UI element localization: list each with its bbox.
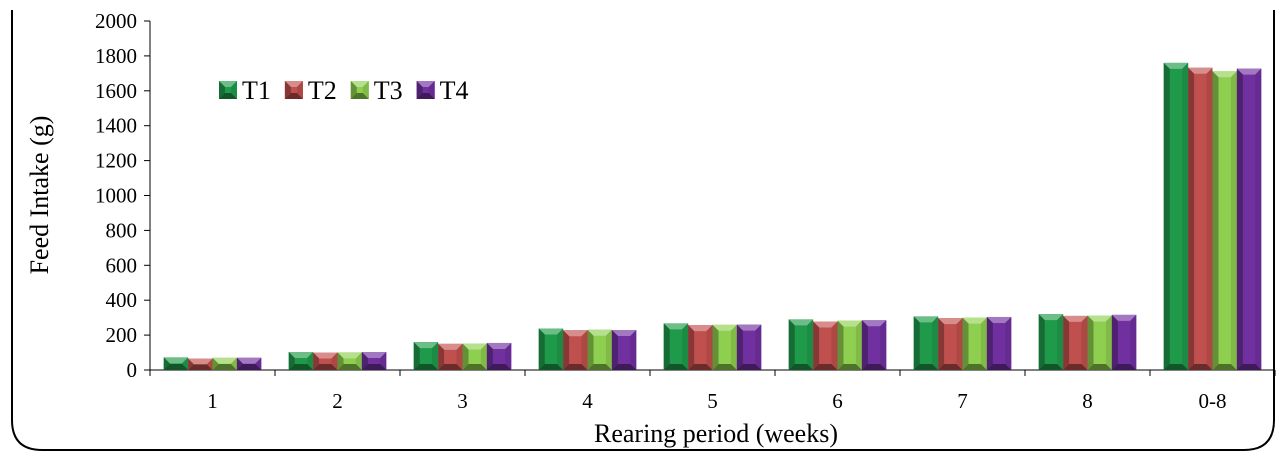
bar-T3-3 bbox=[462, 343, 487, 370]
bar-T1-6 bbox=[788, 319, 814, 370]
legend-label: T4 bbox=[440, 76, 469, 105]
legend-swatch-T2 bbox=[284, 81, 303, 99]
bar-T3-5 bbox=[712, 324, 737, 370]
y-tick-label: 1800 bbox=[95, 44, 137, 68]
bar-T1-3 bbox=[413, 342, 439, 370]
x-tick-label: 5 bbox=[707, 389, 718, 413]
bar-T1-2 bbox=[288, 352, 314, 370]
bar-T1-5 bbox=[663, 323, 689, 370]
y-tick-label: 1600 bbox=[95, 79, 137, 103]
bar-T4-5 bbox=[736, 324, 762, 370]
y-axis-title: Feed Intake (g) bbox=[25, 116, 54, 275]
bar-T2-7 bbox=[938, 318, 963, 370]
x-tick-label: 7 bbox=[957, 389, 968, 413]
bar-T2-4 bbox=[563, 330, 588, 370]
bar-T2-5 bbox=[688, 325, 713, 370]
legend-swatch-T3 bbox=[350, 81, 369, 99]
bar-T1-4 bbox=[538, 328, 564, 370]
y-tick-label: 200 bbox=[106, 323, 138, 347]
x-tick-label: 6 bbox=[832, 389, 843, 413]
x-tick-label: 3 bbox=[457, 389, 468, 413]
chart-border bbox=[11, 10, 1275, 451]
bar-T4-7 bbox=[986, 316, 1012, 370]
y-tick-label: 1000 bbox=[95, 184, 137, 208]
bar-T4-0-8 bbox=[1236, 68, 1262, 371]
bar-T1-0-8 bbox=[1163, 62, 1189, 370]
x-tick-label: 1 bbox=[207, 389, 218, 413]
bar-T3-2 bbox=[337, 352, 362, 370]
y-tick-label: 0 bbox=[127, 358, 138, 382]
legend-swatch-T1 bbox=[219, 81, 237, 99]
bar-T4-6 bbox=[861, 320, 887, 370]
x-axis-title: Rearing period (weeks) bbox=[594, 419, 838, 448]
bar-T1-1 bbox=[163, 357, 189, 370]
x-tick-label: 8 bbox=[1082, 389, 1093, 413]
y-tick-label: 1200 bbox=[95, 149, 137, 173]
bar-T3-7 bbox=[962, 317, 987, 370]
bar-T2-0-8 bbox=[1188, 67, 1213, 371]
bar-T2-6 bbox=[813, 321, 838, 370]
legend-label: T1 bbox=[242, 76, 271, 105]
bar-T2-1 bbox=[188, 358, 213, 370]
bar-T3-4 bbox=[587, 329, 612, 370]
bar-T4-4 bbox=[611, 330, 637, 370]
bar-T4-3 bbox=[486, 342, 512, 370]
bar-T2-3 bbox=[438, 343, 463, 370]
bar-T4-2 bbox=[361, 352, 387, 370]
x-tick-label: 4 bbox=[582, 389, 593, 413]
legend-label: T3 bbox=[374, 76, 403, 105]
y-tick-label: 800 bbox=[106, 218, 138, 242]
y-axis: 0 200 400 600 800 1000 1200 1400 1600 1800 2000 bbox=[95, 9, 151, 382]
bar-T2-2 bbox=[313, 352, 338, 370]
y-tick-label: 600 bbox=[106, 253, 138, 277]
bar-T3-8 bbox=[1087, 315, 1112, 370]
y-tick-label: 2000 bbox=[95, 9, 137, 33]
legend: T1 T2 T3 T4 bbox=[219, 76, 469, 105]
y-tick-label: 400 bbox=[106, 288, 138, 312]
y-tick-label: 1400 bbox=[95, 114, 137, 138]
bar-T1-7 bbox=[913, 316, 939, 370]
x-axis: 1 2 3 4 5 6 7 8 0-8 bbox=[149, 369, 1276, 413]
bar-T1-8 bbox=[1038, 314, 1064, 370]
bar-T4-1 bbox=[236, 357, 262, 370]
bar-T4-8 bbox=[1111, 314, 1137, 370]
bar-T3-1 bbox=[212, 357, 237, 370]
x-tick-label: 2 bbox=[332, 389, 343, 413]
legend-swatch-T4 bbox=[416, 81, 435, 99]
x-tick-label: 0-8 bbox=[1199, 389, 1227, 413]
bar-T3-6 bbox=[837, 320, 862, 370]
legend-label: T2 bbox=[308, 76, 337, 105]
bar-T3-0-8 bbox=[1212, 71, 1237, 371]
bar-T2-8 bbox=[1063, 315, 1088, 370]
bars-group bbox=[163, 62, 1262, 371]
